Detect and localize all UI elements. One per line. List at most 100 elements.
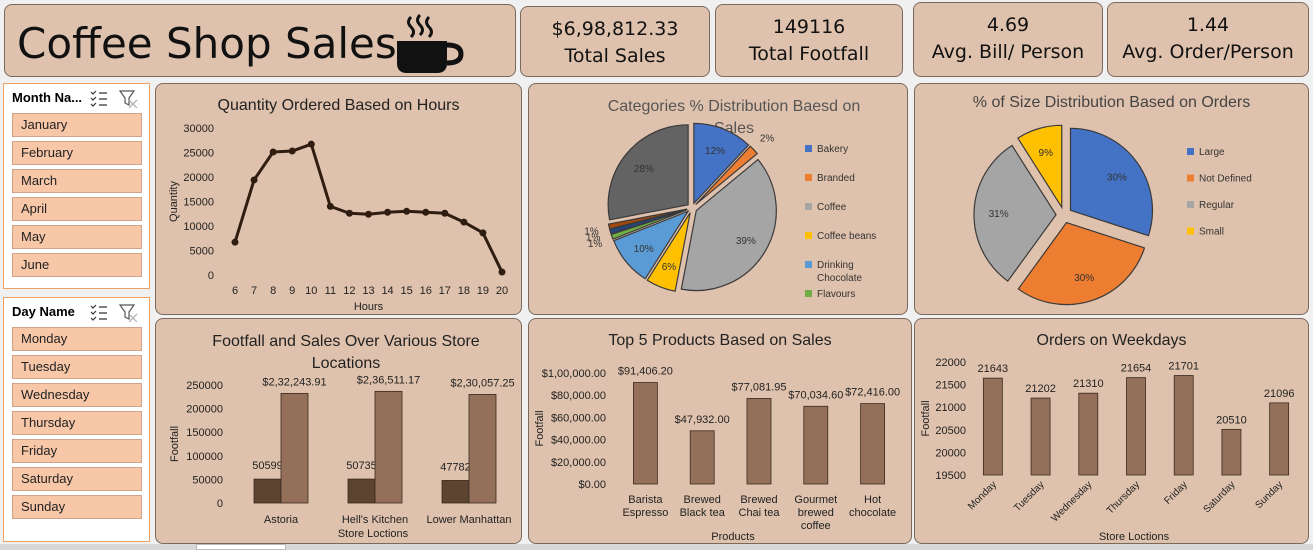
y-tick-label: 30000 bbox=[183, 123, 214, 135]
bar-data-label: $77,081.95 bbox=[731, 381, 786, 393]
legend-label: Small bbox=[1199, 227, 1224, 238]
bar bbox=[1078, 392, 1099, 476]
bar bbox=[441, 480, 470, 504]
y-tick-label: $0.00 bbox=[578, 479, 606, 491]
bar bbox=[1221, 428, 1242, 476]
x-tick-label: Thursday bbox=[1105, 479, 1142, 516]
x-tick-label: Tuesday bbox=[1012, 479, 1047, 514]
day-slicer-title: Day Name bbox=[12, 304, 75, 319]
x-axis-label: Store Loctions bbox=[1099, 531, 1170, 543]
x-tick-label: 14 bbox=[381, 285, 393, 297]
series-line bbox=[233, 142, 504, 273]
slicer-item-may[interactable]: May bbox=[12, 225, 142, 249]
bar-data-label: $47,932.00 bbox=[675, 414, 730, 426]
slicer-item-thursday[interactable]: Thursday bbox=[12, 411, 142, 435]
data-point bbox=[307, 140, 315, 148]
products-chart-card: Top 5 Products Based on Sales $0.00 $20,0… bbox=[528, 318, 912, 544]
slicer-item-april[interactable]: April bbox=[12, 197, 142, 221]
y-tick-label: 0 bbox=[217, 498, 223, 510]
bar bbox=[347, 478, 376, 504]
legend-swatch bbox=[1187, 148, 1194, 155]
data-point bbox=[250, 176, 258, 184]
data-point bbox=[460, 218, 468, 226]
legend-label: Regular bbox=[1199, 200, 1235, 211]
pie-slice bbox=[1017, 221, 1146, 306]
legend-label: Coffee bbox=[817, 202, 847, 213]
data-point bbox=[231, 238, 239, 246]
pie-data-label: 31% bbox=[989, 209, 1009, 220]
multi-select-icon[interactable] bbox=[90, 90, 107, 107]
clear-filter-icon[interactable] bbox=[118, 90, 138, 108]
bar-data-label: 21202 bbox=[1025, 383, 1056, 395]
y-axis-label: Quantity bbox=[168, 181, 180, 222]
bar-data-label: 21701 bbox=[1168, 361, 1199, 373]
kpi-label: Avg. Bill/ Person bbox=[931, 41, 1085, 63]
bar-data-label: 21096 bbox=[1264, 388, 1295, 400]
slicer-item-january[interactable]: January bbox=[12, 113, 142, 137]
legend-label: Bakery bbox=[817, 144, 848, 155]
slicer-item-june[interactable]: June bbox=[12, 253, 142, 277]
y-tick-label: 250000 bbox=[186, 380, 223, 392]
pie-slice bbox=[607, 208, 688, 230]
data-point bbox=[403, 207, 411, 215]
y-tick-label: $60,000.00 bbox=[551, 412, 606, 424]
kpi-value: 149116 bbox=[772, 16, 846, 38]
slicer-item-monday[interactable]: Monday bbox=[12, 327, 142, 351]
x-tick-label: 18 bbox=[458, 285, 470, 297]
x-tick-label: Wednesday bbox=[1049, 479, 1094, 524]
multi-select-icon[interactable] bbox=[90, 304, 107, 321]
y-tick-label: 50000 bbox=[192, 474, 223, 486]
bar-data-label: 21654 bbox=[1121, 363, 1152, 375]
x-tick-label: 15 bbox=[401, 285, 413, 297]
pie-slice bbox=[607, 124, 689, 221]
bar-data-label: 20510 bbox=[1216, 414, 1247, 426]
pie-slice bbox=[695, 145, 759, 206]
slicer-item-tuesday[interactable]: Tuesday bbox=[12, 355, 142, 379]
slicer-item-saturday[interactable]: Saturday bbox=[12, 467, 142, 491]
x-tick-label: Saturday bbox=[1201, 479, 1237, 515]
bar bbox=[1126, 377, 1146, 476]
bar-data-label: $70,034.60 bbox=[788, 389, 843, 401]
day-slicer: Day Name Monday Tuesday Wednesday Thursday F… bbox=[3, 297, 150, 542]
slicer-item-march[interactable]: March bbox=[12, 169, 142, 193]
slicer-item-friday[interactable]: Friday bbox=[12, 439, 142, 463]
legend-swatch bbox=[805, 232, 812, 239]
bar bbox=[746, 398, 772, 485]
legend-label: Large bbox=[1199, 147, 1225, 158]
pie-slice bbox=[646, 212, 691, 292]
legend-swatch bbox=[1187, 174, 1194, 182]
pie-slice bbox=[693, 122, 750, 205]
pie-data-label: 10% bbox=[634, 244, 654, 255]
x-tick-label: 8 bbox=[270, 285, 276, 297]
kpi-label: Total Footfall bbox=[748, 43, 870, 65]
bar-data-label: $2,32,243.91 bbox=[262, 376, 326, 388]
chart-title: % of Size Distribution Based on Orders bbox=[972, 94, 1251, 111]
x-tick-label: Hell's Kitchen bbox=[342, 514, 408, 526]
bar bbox=[468, 394, 497, 504]
bar bbox=[1269, 402, 1290, 476]
legend-label: Branded bbox=[817, 173, 855, 184]
x-tick-label: 10 bbox=[305, 285, 317, 297]
y-tick-label: 20000 bbox=[935, 447, 966, 459]
data-point bbox=[384, 208, 392, 216]
data-point bbox=[288, 147, 296, 155]
y-tick-label: 200000 bbox=[186, 404, 223, 416]
chart-title: Footfall and Sales Over Various Store Lo… bbox=[212, 333, 480, 372]
x-tick-label: Lower Manhattan bbox=[427, 514, 512, 526]
clear-filter-icon[interactable] bbox=[118, 304, 138, 322]
x-tick-label: Sunday bbox=[1253, 479, 1285, 511]
slicer-controls bbox=[90, 90, 138, 108]
slicer-item-february[interactable]: February bbox=[12, 141, 142, 165]
stores-chart-card: Footfall and Sales Over Various Store Lo… bbox=[155, 318, 522, 544]
sheet-tab[interactable] bbox=[196, 544, 286, 550]
sheet-tab-bar bbox=[0, 544, 1313, 550]
bar bbox=[253, 478, 282, 504]
legend-swatch bbox=[805, 261, 812, 268]
slicer-item-wednesday[interactable]: Wednesday bbox=[12, 383, 142, 407]
y-tick-label: 22000 bbox=[935, 357, 966, 369]
pie-slice bbox=[1069, 127, 1153, 237]
legend-label: Chocolate bbox=[817, 273, 862, 284]
x-tick-label: 19 bbox=[477, 285, 489, 297]
kpi-value: 4.69 bbox=[986, 14, 1030, 36]
slicer-item-sunday[interactable]: Sunday bbox=[12, 495, 142, 519]
